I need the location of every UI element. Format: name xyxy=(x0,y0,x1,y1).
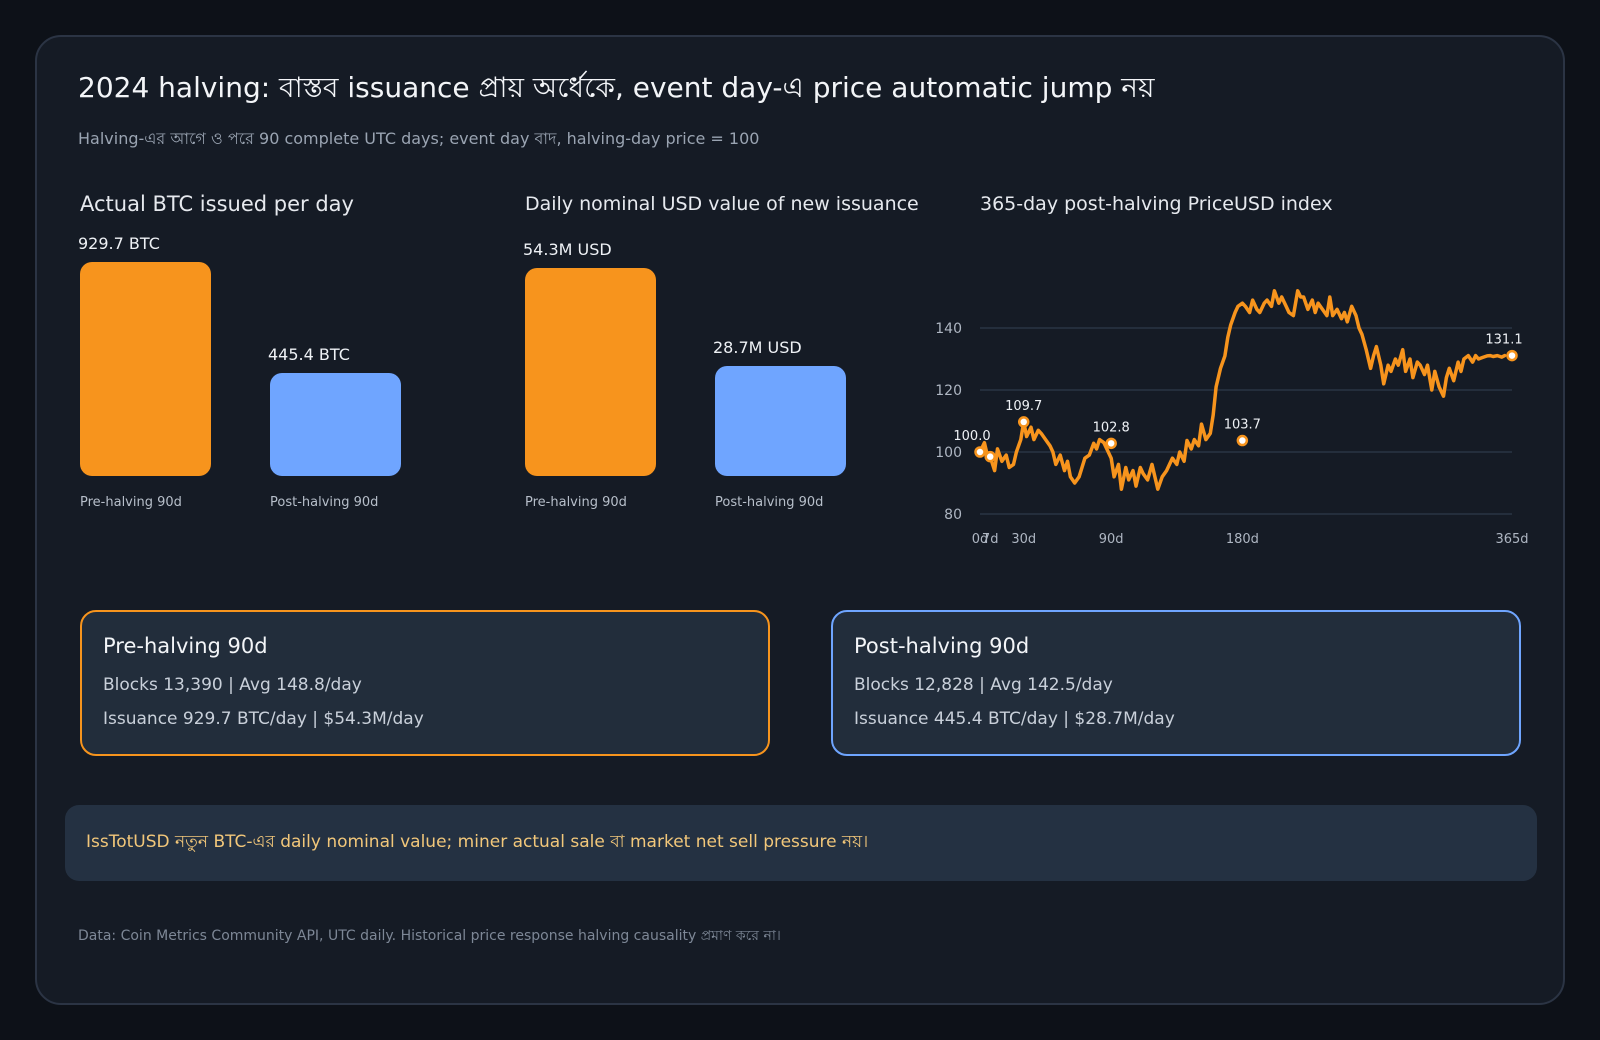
data-point-marker xyxy=(1017,416,1030,428)
usd-value-chart-title: Daily nominal USD value of new issuance xyxy=(525,193,919,215)
bar-category-label: Pre-halving 90d xyxy=(525,495,627,510)
bar-category-label: Post-halving 90d xyxy=(715,495,824,510)
note-text: IssTotUSD নতুন BTC-এর daily nominal valu… xyxy=(86,832,869,852)
btc-issued-chart-title: Actual BTC issued per day xyxy=(80,192,354,216)
bar-category-label: Post-halving 90d xyxy=(270,495,379,510)
x-tick-label: 180d xyxy=(1226,532,1259,547)
post-halving-blocks-text: Blocks 12,828 | Avg 142.5/day xyxy=(854,675,1113,695)
bar-post-halving xyxy=(270,373,401,476)
page-subtitle: Halving-এর আগে ও পরে 90 complete UTC day… xyxy=(78,129,760,148)
page-title: 2024 halving: বাস্তব issuance প্রায় অর্… xyxy=(78,71,1155,104)
data-point-marker xyxy=(1105,437,1117,450)
data-point-label: 100.0 xyxy=(953,429,990,444)
data-point-label: 131.1 xyxy=(1485,333,1522,348)
y-tick-label: 140 xyxy=(935,321,962,337)
price-index-series-line xyxy=(978,289,1507,491)
pre-halving-stats-box: Pre-halving 90d Blocks 13,390 | Avg 148.… xyxy=(80,610,770,756)
post-halving-issuance-text: Issuance 445.4 BTC/day | $28.7M/day xyxy=(854,709,1175,729)
data-point-label: 109.7 xyxy=(1005,399,1042,414)
post-halving-stats-box: Post-halving 90d Blocks 12,828 | Avg 142… xyxy=(831,610,1521,756)
data-point-marker xyxy=(974,446,986,458)
x-tick-label: 365d xyxy=(1495,532,1528,547)
data-point-marker xyxy=(1506,349,1518,362)
pre-halving-issuance-text: Issuance 929.7 BTC/day | $54.3M/day xyxy=(103,709,424,729)
bar-value-label: 28.7M USD xyxy=(713,338,802,357)
data-source-footer: Data: Coin Metrics Community API, UTC da… xyxy=(78,928,781,944)
data-point-marker xyxy=(984,450,996,463)
bar-post-halving xyxy=(715,366,846,476)
x-tick-label: 0d xyxy=(972,532,989,547)
data-point-label: 102.8 xyxy=(1093,420,1130,435)
bar-pre-halving xyxy=(80,262,211,476)
bar-value-label: 54.3M USD xyxy=(523,240,612,259)
note-box: IssTotUSD নতুন BTC-এর daily nominal valu… xyxy=(65,805,1537,881)
price-index-chart-title: 365-day post-halving PriceUSD index xyxy=(980,193,1333,215)
y-tick-label: 100 xyxy=(935,445,962,461)
pre-halving-stats-heading: Pre-halving 90d xyxy=(103,634,268,658)
data-point-marker xyxy=(1236,434,1249,447)
data-point-label: 103.7 xyxy=(1224,418,1261,433)
post-halving-stats-heading: Post-halving 90d xyxy=(854,634,1030,658)
x-tick-label: 90d xyxy=(1099,532,1124,547)
y-tick-label: 80 xyxy=(944,507,962,523)
x-tick-label: 30d xyxy=(1011,532,1036,547)
bar-category-label: Pre-halving 90d xyxy=(80,495,182,510)
bar-value-label: 445.4 BTC xyxy=(268,345,350,364)
bar-pre-halving xyxy=(525,268,656,476)
y-tick-label: 120 xyxy=(935,383,962,399)
bar-value-label: 929.7 BTC xyxy=(78,234,160,253)
x-tick-label: 7d xyxy=(982,532,999,547)
pre-halving-blocks-text: Blocks 13,390 | Avg 148.8/day xyxy=(103,675,362,695)
